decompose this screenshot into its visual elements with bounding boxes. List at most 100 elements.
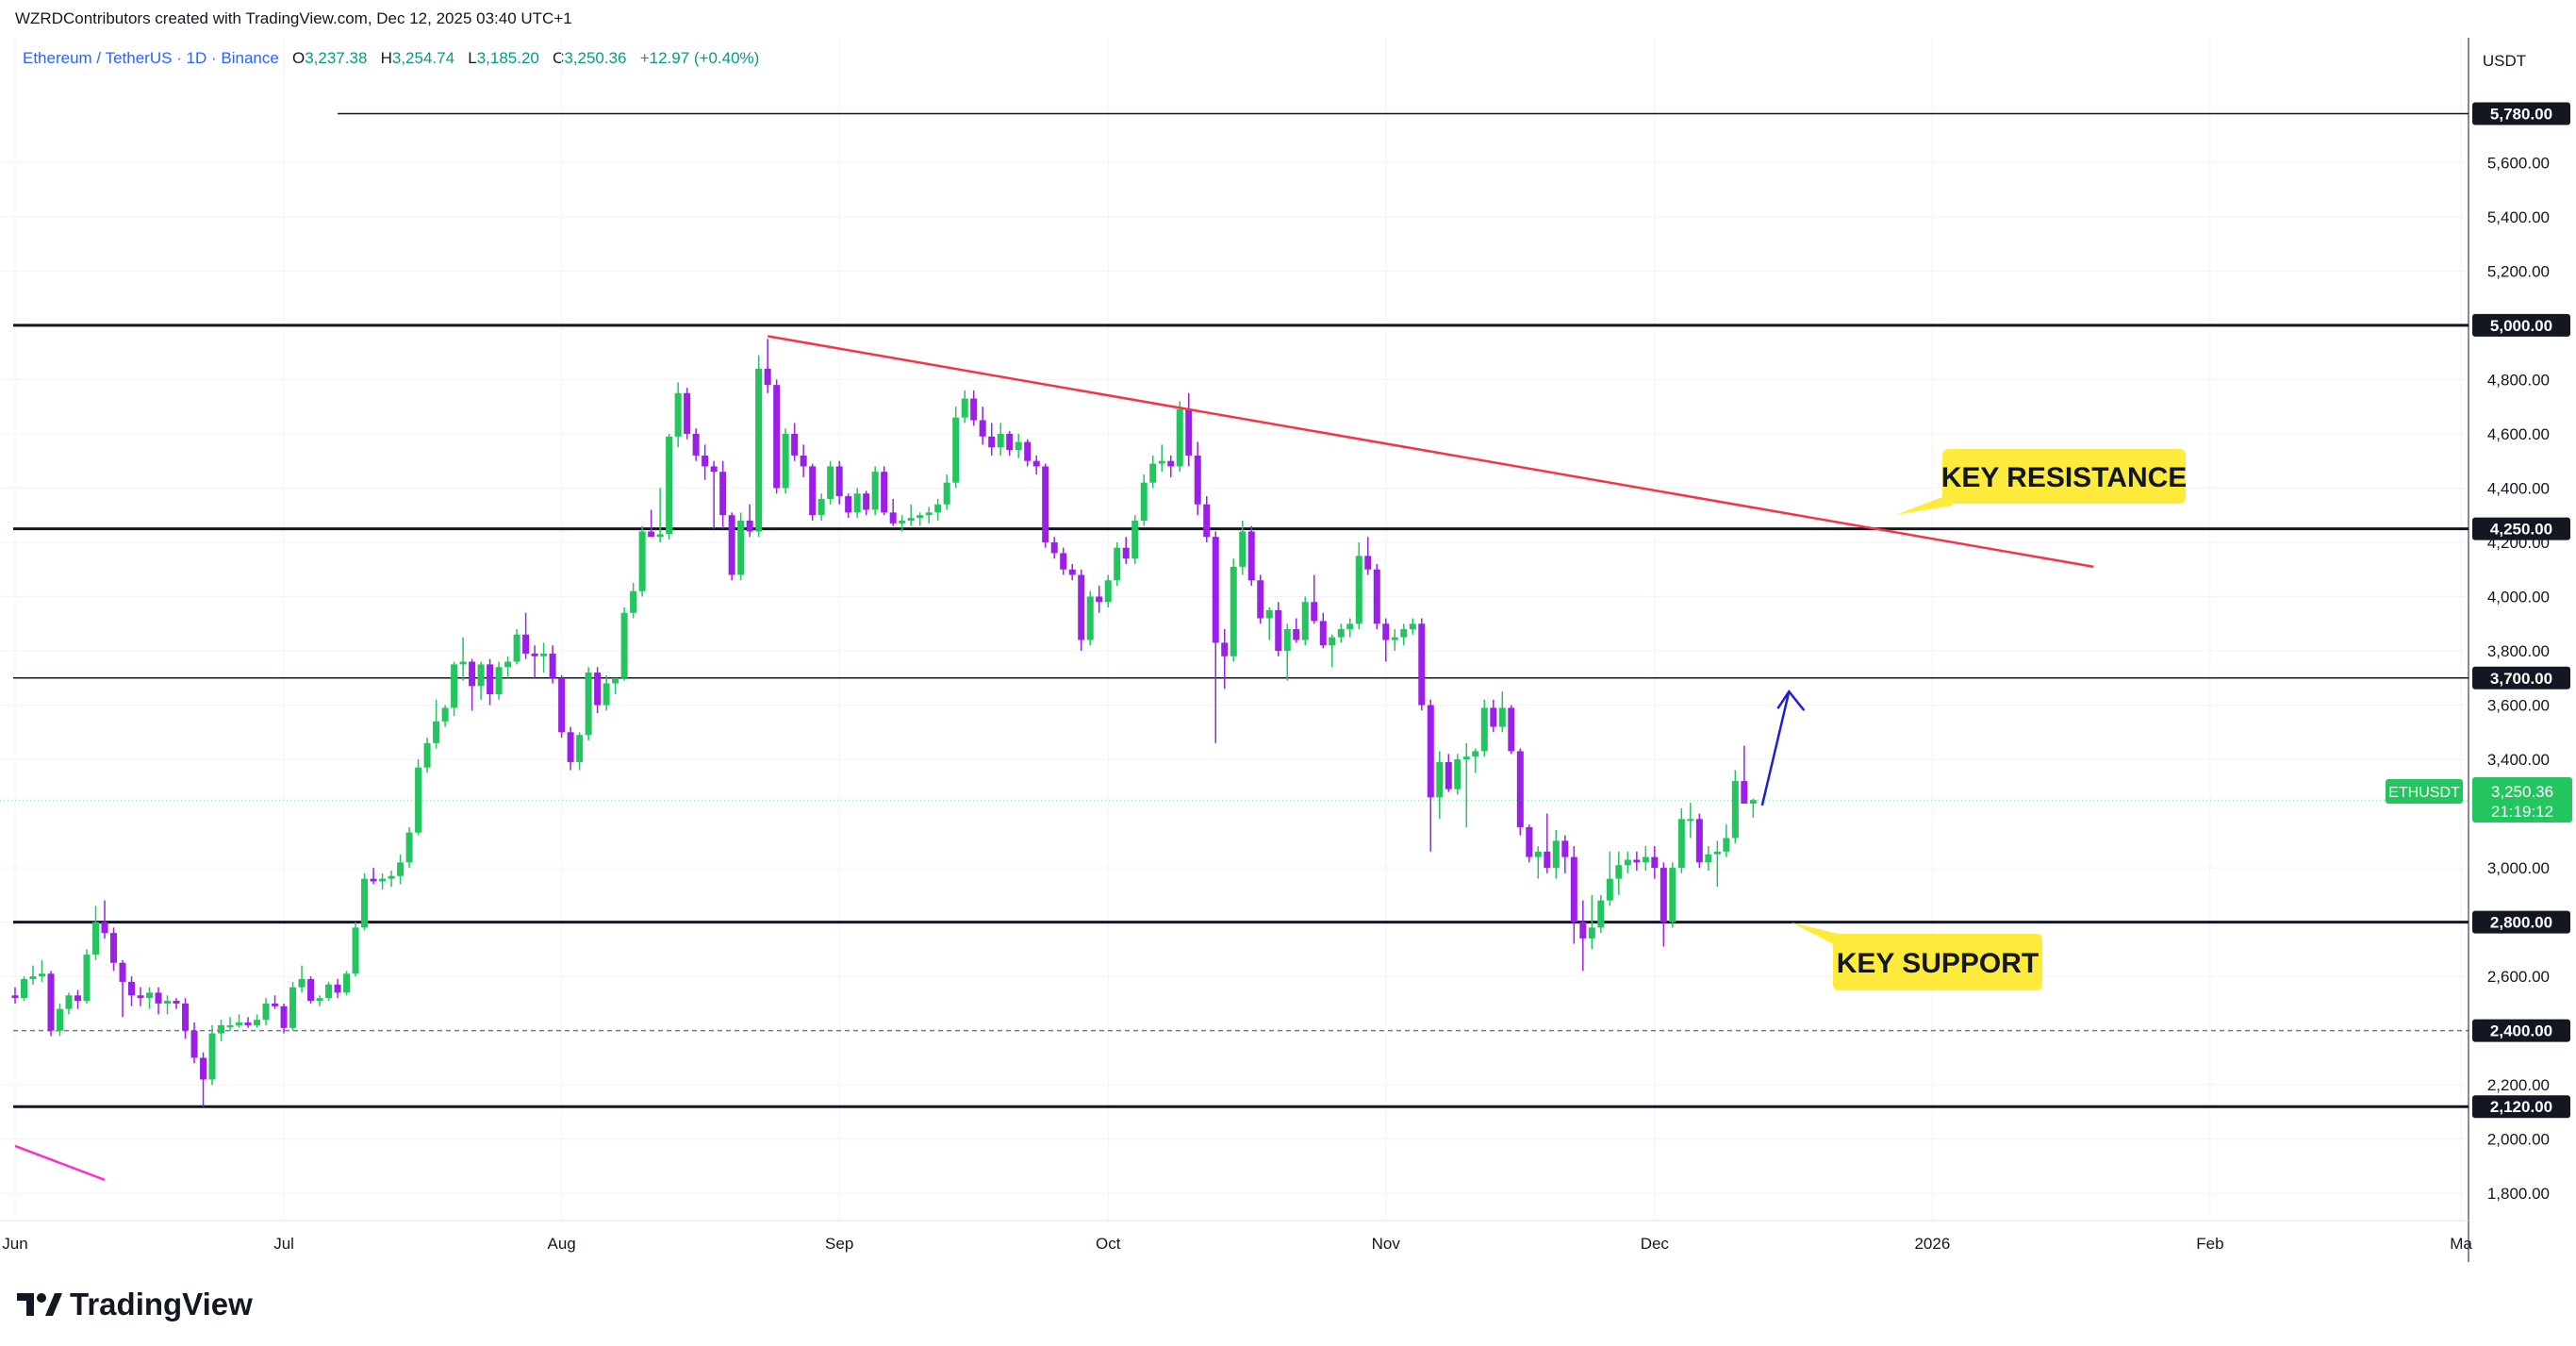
candle-body bbox=[1651, 856, 1659, 869]
candle-body bbox=[638, 531, 646, 591]
candle-body bbox=[1212, 537, 1219, 643]
candle bbox=[871, 466, 879, 516]
level-price-label: 5,780.00 bbox=[2490, 106, 2552, 124]
candle bbox=[352, 922, 359, 977]
candle-body bbox=[405, 832, 413, 863]
candle-body bbox=[594, 673, 602, 706]
candle bbox=[1006, 431, 1014, 456]
candle bbox=[119, 959, 126, 1018]
candle bbox=[1373, 563, 1380, 629]
time-tick-label: Ma bbox=[2450, 1235, 2472, 1253]
candle bbox=[1149, 455, 1157, 489]
candle-body bbox=[370, 878, 377, 882]
candle-body bbox=[1032, 460, 1040, 467]
level-price-label: 2,120.00 bbox=[2490, 1098, 2552, 1116]
candle-body bbox=[451, 664, 458, 708]
candle bbox=[65, 992, 73, 1015]
candle-body bbox=[1086, 596, 1094, 640]
candle bbox=[146, 987, 154, 1009]
candle-body bbox=[254, 1020, 261, 1025]
resistance-trendline bbox=[767, 335, 2094, 569]
candle bbox=[961, 390, 968, 424]
level-price-pill bbox=[2472, 910, 2570, 934]
candle-body bbox=[119, 962, 126, 982]
candle-body bbox=[1508, 707, 1515, 752]
candle bbox=[1221, 629, 1229, 690]
tradingview-logo[interactable]: TradingView bbox=[17, 1287, 253, 1322]
candle bbox=[459, 637, 467, 681]
candle bbox=[1355, 541, 1362, 629]
candle-body bbox=[83, 955, 91, 1002]
candle-body bbox=[1588, 927, 1595, 939]
time-axis[interactable]: Jun Jul Aug Sep Oct Nov Dec 2026 Feb Ma bbox=[0, 1220, 2472, 1253]
candle-body bbox=[1552, 840, 1560, 869]
candle bbox=[719, 460, 727, 529]
high-value: 3,254.74 bbox=[391, 49, 455, 67]
candle bbox=[487, 658, 494, 706]
candle-body bbox=[1472, 751, 1479, 757]
candle bbox=[1418, 618, 1426, 711]
candle bbox=[1194, 441, 1201, 516]
candle bbox=[1713, 840, 1721, 888]
candle bbox=[916, 512, 924, 526]
candle-body bbox=[1203, 504, 1211, 538]
candle-body bbox=[1068, 569, 1076, 575]
candle-body bbox=[190, 1030, 198, 1058]
candle bbox=[1534, 846, 1542, 879]
candle bbox=[1490, 699, 1497, 733]
candle-body bbox=[1283, 629, 1291, 652]
candle bbox=[1552, 829, 1560, 879]
candle-body bbox=[1346, 623, 1354, 629]
candle-body bbox=[1579, 922, 1587, 939]
candle-body bbox=[728, 515, 735, 575]
candle bbox=[1498, 691, 1506, 733]
price-axis[interactable]: USDT 1,800.00 2,000.00 2,200.00 2,600.00 2,8… bbox=[2468, 38, 2570, 1262]
candle bbox=[397, 854, 405, 885]
candle bbox=[513, 629, 520, 665]
candle-body bbox=[1409, 623, 1416, 629]
candle bbox=[899, 515, 906, 532]
candle-body bbox=[1167, 460, 1175, 467]
candle-body bbox=[1373, 569, 1380, 624]
candle bbox=[1096, 585, 1103, 613]
candle-body bbox=[146, 992, 154, 999]
candle-body bbox=[236, 1022, 243, 1025]
candle-body bbox=[1221, 642, 1229, 656]
candle bbox=[1570, 846, 1577, 944]
symbol-name[interactable]: Ethereum / TetherUS · 1D · Binance bbox=[23, 49, 279, 67]
candle-body bbox=[379, 878, 387, 882]
candle-body bbox=[272, 1003, 279, 1006]
candle-body bbox=[1723, 838, 1730, 852]
candle-body bbox=[1606, 878, 1613, 901]
candle bbox=[845, 493, 852, 519]
level-price-pill bbox=[2472, 102, 2570, 125]
candle bbox=[200, 1052, 207, 1107]
time-tick-label: Nov bbox=[1372, 1235, 1401, 1253]
time-tick-label: Oct bbox=[1096, 1235, 1121, 1253]
candle-body bbox=[1257, 580, 1264, 619]
candle bbox=[1427, 699, 1434, 852]
candle bbox=[674, 382, 682, 448]
candle bbox=[182, 998, 190, 1039]
candle bbox=[236, 1014, 243, 1028]
candle-body bbox=[459, 661, 467, 665]
candle-body bbox=[477, 664, 485, 687]
candle bbox=[1230, 558, 1237, 662]
candle-body bbox=[1741, 781, 1748, 804]
candle-body bbox=[469, 661, 476, 687]
candle-body bbox=[155, 992, 162, 1004]
candle bbox=[262, 998, 270, 1025]
price-tick-label: 3,000.00 bbox=[2487, 859, 2550, 877]
candle bbox=[1561, 835, 1569, 873]
candle bbox=[1687, 803, 1694, 839]
candle-body bbox=[397, 862, 405, 876]
candle bbox=[1544, 813, 1551, 873]
candle bbox=[934, 498, 942, 521]
candle-body bbox=[925, 512, 933, 516]
candle bbox=[791, 423, 799, 461]
candle-body bbox=[934, 504, 942, 513]
candle-body bbox=[164, 1001, 172, 1004]
candle bbox=[334, 979, 341, 999]
candle bbox=[1454, 754, 1461, 795]
